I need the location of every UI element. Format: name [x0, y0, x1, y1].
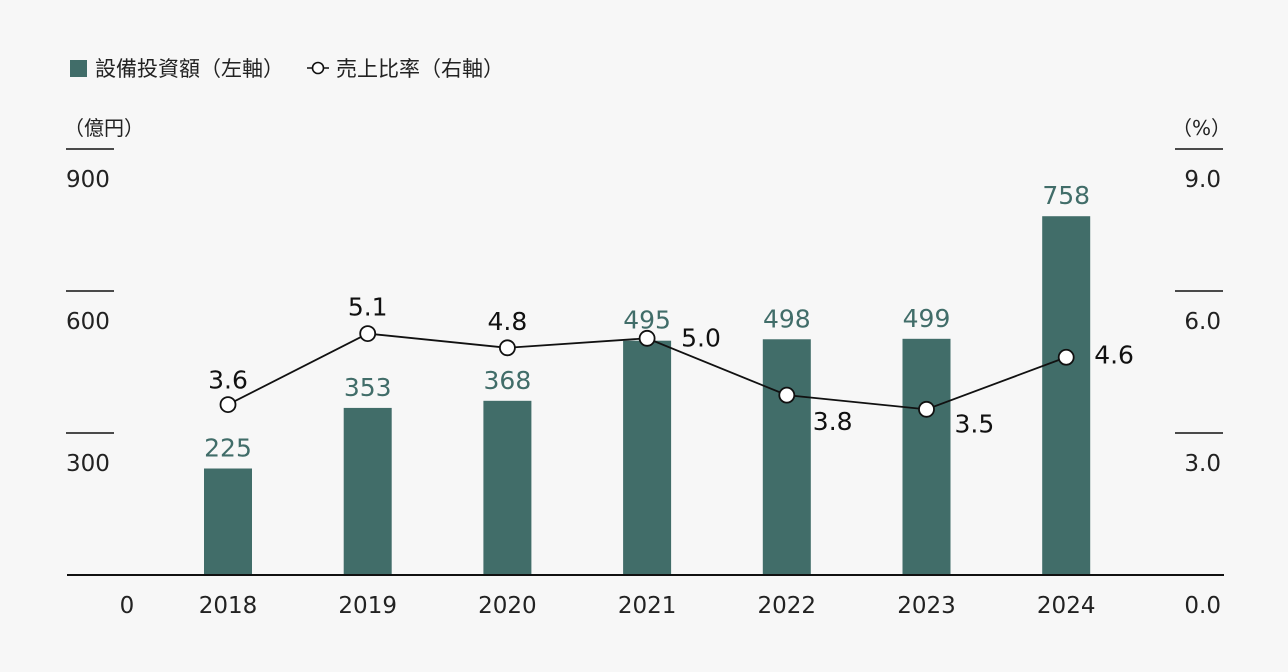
legend-bar-swatch-icon — [70, 59, 87, 77]
line-value-label: 5.1 — [348, 293, 388, 322]
right-axis-tick-label: 6.0 — [1184, 309, 1221, 335]
right-axis-tick-label: 9.0 — [1184, 167, 1221, 193]
x-axis-tick-label: 2021 — [618, 593, 677, 619]
legend-item-line: 売上比率（右軸） — [306, 53, 504, 83]
line-value-label: 3.5 — [955, 409, 995, 438]
x-axis-tick-label: 2018 — [199, 593, 258, 619]
x-axis-tick-label: 2023 — [897, 593, 956, 619]
line-point — [638, 329, 656, 347]
bar — [1042, 216, 1091, 576]
legend-line-marker-icon — [307, 61, 329, 75]
legend: 設備投資額（左軸） 売上比率（右軸） — [70, 54, 504, 82]
line-point — [778, 386, 796, 404]
bar-value-label: 225 — [204, 434, 252, 463]
left-axis-tick-label: 300 — [66, 451, 110, 477]
bar-value-label: 499 — [903, 304, 951, 333]
line-point — [918, 400, 935, 418]
legend-item-bar: 設備投資額（左軸） — [70, 53, 284, 83]
bar — [762, 339, 811, 575]
right-axis-tick-label: 0.0 — [1184, 593, 1221, 619]
line-value-label: 3.8 — [813, 407, 853, 436]
left-axis-tick-label: 0 — [120, 593, 135, 619]
line-point — [498, 339, 516, 357]
legend-line-label: 売上比率（右軸） — [336, 57, 504, 81]
bar — [902, 338, 951, 575]
x-axis-tick-label: 2019 — [338, 593, 397, 619]
line-value-label: 4.8 — [488, 307, 528, 336]
bar-value-label: 353 — [344, 373, 392, 402]
x-axis-tick-label: 2022 — [758, 593, 817, 619]
left-axis-tick-label: 900 — [66, 167, 110, 193]
bar — [623, 340, 672, 575]
bar-value-label: 495 — [623, 306, 671, 335]
bar — [204, 468, 252, 575]
line-value-label: 5.0 — [681, 323, 721, 352]
bar-value-label: 498 — [763, 304, 811, 333]
left-axis-tick-label: 600 — [66, 309, 110, 335]
line-point — [1057, 348, 1075, 366]
x-axis-tick-label: 2024 — [1037, 593, 1096, 619]
right-axis-unit: （%） — [1172, 116, 1232, 140]
bar-value-label: 758 — [1042, 181, 1090, 210]
line-value-label: 3.6 — [208, 366, 248, 395]
right-axis-tick-label: 3.0 — [1184, 451, 1221, 477]
line-value-label: 4.6 — [1094, 340, 1134, 369]
bar — [483, 400, 532, 575]
bar-value-label: 368 — [484, 366, 532, 395]
x-axis-tick-label: 2020 — [478, 593, 537, 619]
line-point — [359, 325, 377, 343]
line-point — [219, 396, 237, 414]
bar — [343, 407, 392, 575]
left-axis-unit: （億円） — [64, 116, 144, 140]
legend-bar-label: 設備投資額（左軸） — [95, 57, 284, 81]
